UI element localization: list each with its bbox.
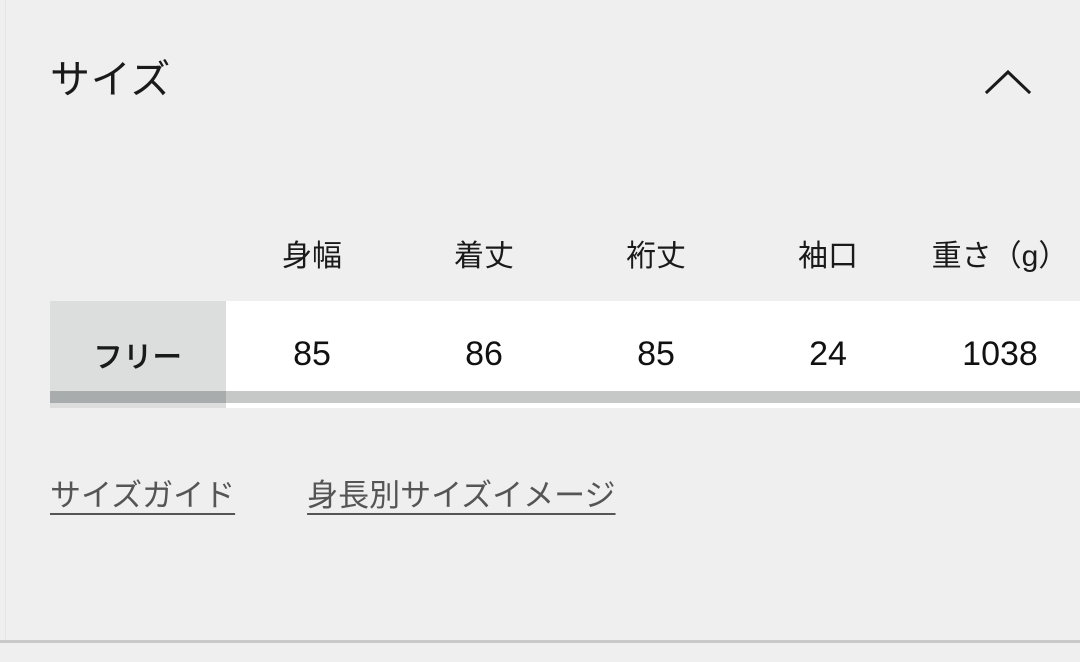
cell-sleeve-length: 85 xyxy=(570,301,742,408)
size-section-header: サイズ xyxy=(6,0,1080,170)
cell-weight: 1038 xyxy=(914,301,1080,408)
row-label-free-size: フリー xyxy=(50,301,226,408)
collapse-section-button[interactable] xyxy=(978,52,1038,112)
column-header-body-length: 着丈 xyxy=(398,215,570,301)
cell-body-length: 86 xyxy=(398,301,570,408)
chevron-up-icon xyxy=(985,69,1031,95)
cell-chest-width: 85 xyxy=(226,301,398,408)
size-table-scroll-container[interactable]: 身幅 着丈 裄丈 袖口 重さ（g） フリー 85 86 85 24 1038 xyxy=(50,215,1080,408)
size-links-row: サイズガイド 身長別サイズイメージ xyxy=(50,470,616,515)
table-header-row: 身幅 着丈 裄丈 袖口 重さ（g） xyxy=(50,215,1080,301)
column-header-weight: 重さ（g） xyxy=(914,215,1080,301)
column-header-size xyxy=(50,215,226,301)
horizontal-scrollbar-thumb[interactable] xyxy=(50,391,226,403)
table-row: フリー 85 86 85 24 1038 xyxy=(50,301,1080,408)
size-table-body: フリー 85 86 85 24 1038 xyxy=(50,301,1080,408)
column-header-chest-width: 身幅 xyxy=(226,215,398,301)
size-table-header: 身幅 着丈 裄丈 袖口 重さ（g） xyxy=(50,215,1080,301)
size-guide-link[interactable]: サイズガイド xyxy=(50,478,236,513)
section-bottom-divider xyxy=(0,640,1080,643)
page-left-edge xyxy=(5,0,6,645)
page-title: サイズ xyxy=(50,58,172,102)
column-header-cuff: 袖口 xyxy=(742,215,914,301)
cell-cuff: 24 xyxy=(742,301,914,408)
size-table: 身幅 着丈 裄丈 袖口 重さ（g） フリー 85 86 85 24 1038 xyxy=(50,215,1080,408)
size-section-panel: サイズ 身幅 着丈 xyxy=(6,0,1080,640)
horizontal-scrollbar-track[interactable] xyxy=(50,391,1080,403)
size-image-by-height-link[interactable]: 身長別サイズイメージ xyxy=(307,478,616,513)
column-header-sleeve-length: 裄丈 xyxy=(570,215,742,301)
page-bottom-strip xyxy=(0,643,1080,662)
